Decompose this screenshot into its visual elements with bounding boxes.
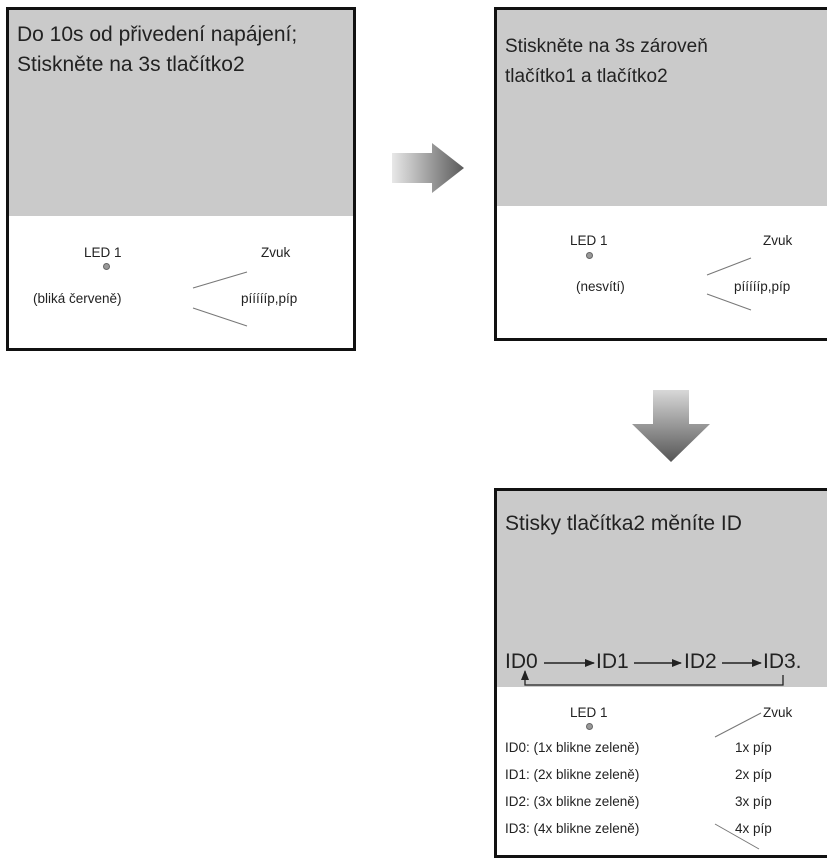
step2-panel: Stiskněte na 3s zároveň tlačítko1 a tlač… — [494, 7, 827, 341]
step1-led-icon — [103, 263, 110, 270]
step1-sound-value: píííííp,píp — [241, 291, 298, 306]
step2-led-state: (nesvítí) — [576, 279, 625, 294]
step3-sound-label: Zvuk — [763, 705, 793, 720]
id-cycle-arrows — [521, 659, 784, 686]
step2-title: Stiskněte na 3s zároveň tlačítko1 a tlač… — [505, 36, 708, 87]
step1-instruction-area — [9, 10, 353, 216]
sequence-id0: ID0 — [505, 650, 538, 673]
step3-instruction-area — [497, 491, 827, 687]
step1-sound-label: Zvuk — [261, 245, 291, 260]
step2-instruction-area — [497, 10, 827, 206]
step2-led-label: LED 1 — [570, 233, 608, 248]
step2-sound-label: Zvuk — [763, 233, 793, 248]
sequence-id2: ID2 — [684, 650, 717, 673]
step3-panel: Stisky tlačítka2 měníte ID ID0 ID1 ID2 I… — [494, 488, 827, 858]
step1-led-state: (bliká červeně) — [33, 291, 122, 306]
step3-led-label: LED 1 — [570, 705, 608, 720]
step1-sound-wave-icon — [192, 271, 248, 327]
row-id1-sound: 2x píp — [735, 767, 772, 782]
row-id2-led: ID2: (3x blikne zeleně) — [505, 794, 640, 809]
row-id0-led: ID0: (1x blikne zeleně) — [505, 740, 640, 755]
step2-sound-wave-icon — [706, 257, 752, 311]
row-id2-sound: 3x píp — [735, 794, 772, 809]
row-id1-led: ID1: (2x blikne zeleně) — [505, 767, 640, 782]
row-id0-sound: 1x píp — [735, 740, 772, 755]
step1-title: Do 10s od přivedení napájení; Stiskněte … — [17, 23, 298, 76]
step1-panel: Do 10s od přivedení napájení; Stiskněte … — [6, 7, 356, 351]
step3-sound-wave-icon — [714, 712, 762, 850]
step1-led-label: LED 1 — [84, 245, 122, 260]
step3-led-icon — [586, 723, 593, 730]
arrow-down-icon — [632, 390, 710, 462]
step2-led-icon — [586, 252, 593, 259]
step3-title: Stisky tlačítka2 měníte ID — [505, 512, 742, 535]
step2-sound-value: píííííp,píp — [734, 279, 791, 294]
sequence-id1: ID1 — [596, 650, 629, 673]
arrow-right-icon — [392, 143, 464, 193]
sequence-id3: ID3. — [763, 650, 802, 673]
row-id3-sound: 4x píp — [735, 821, 772, 836]
row-id3-led: ID3: (4x blikne zeleně) — [505, 821, 640, 836]
